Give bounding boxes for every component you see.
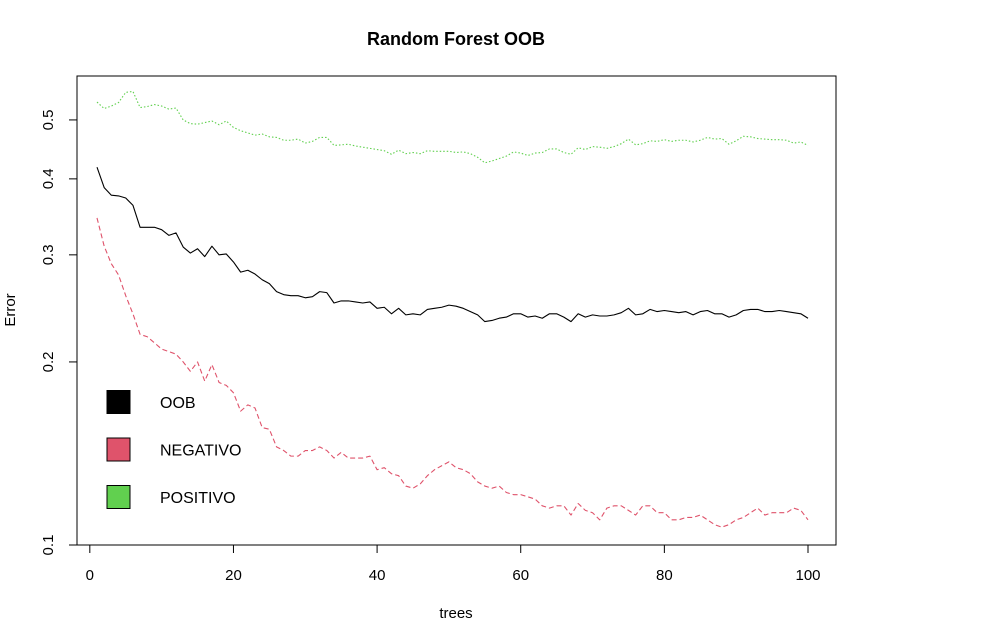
plot-frame bbox=[76, 75, 837, 546]
y-axis-label: Error bbox=[2, 293, 19, 326]
y-tick-label: 0.4 bbox=[40, 168, 57, 189]
series-line-negativo bbox=[96, 217, 809, 528]
legend-label-positivo: POSITIVO bbox=[160, 490, 236, 507]
series-line-positivo bbox=[96, 90, 809, 164]
x-axis-label: trees bbox=[439, 605, 472, 622]
legend: OOB NEGATIVO POSITIVO bbox=[106, 390, 242, 509]
x-axis: 0 20 40 60 80 100 bbox=[86, 544, 821, 584]
x-tick-label: 100 bbox=[795, 567, 820, 584]
series-line-oob bbox=[96, 167, 809, 323]
x-tick-label: 0 bbox=[86, 567, 94, 584]
x-tick-label: 80 bbox=[656, 567, 673, 584]
y-tick-label: 0.5 bbox=[40, 110, 57, 131]
x-tick-label: 60 bbox=[512, 567, 529, 584]
chart-title: Random Forest OOB bbox=[367, 29, 545, 49]
legend-swatch-negativo bbox=[106, 437, 131, 462]
y-axis: 0.1 0.2 0.3 0.4 0.5 bbox=[40, 110, 78, 556]
x-tick-label: 20 bbox=[225, 567, 242, 584]
legend-swatch-oob bbox=[106, 390, 131, 414]
y-tick-label: 0.3 bbox=[40, 244, 57, 265]
legend-label-oob: OOB bbox=[160, 395, 196, 412]
y-tick-label: 0.2 bbox=[40, 352, 57, 373]
y-tick-label: 0.1 bbox=[40, 535, 57, 556]
x-tick-label: 40 bbox=[369, 567, 386, 584]
legend-swatch-positivo bbox=[106, 485, 131, 509]
series-group bbox=[96, 90, 809, 528]
legend-label-negativo: NEGATIVO bbox=[160, 443, 242, 460]
